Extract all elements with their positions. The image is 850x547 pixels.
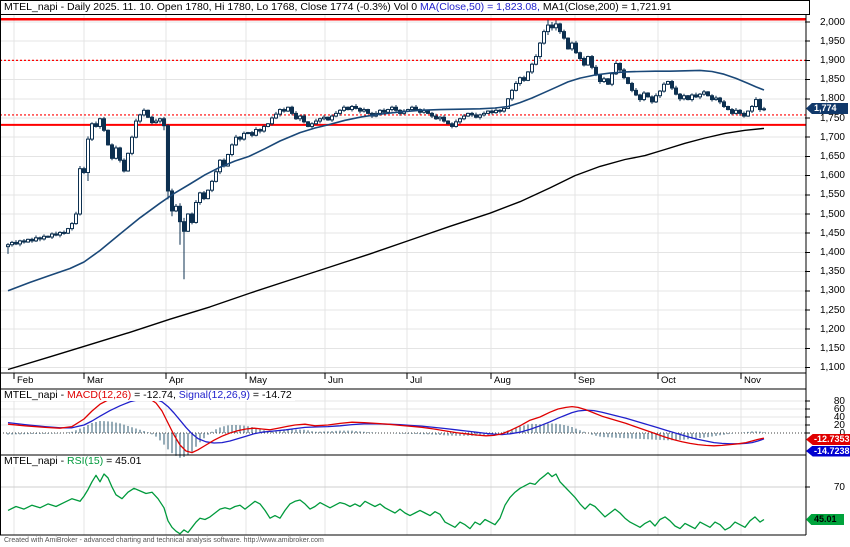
macd-label: MACD(12,26) xyxy=(67,389,132,401)
price-axis-label: 1,300 xyxy=(819,285,845,297)
price-axis-label: 1,350 xyxy=(819,266,845,278)
month-label: Nov xyxy=(744,375,761,386)
title-ma200-text: MA1(Close,200) = 1,721.91 xyxy=(539,1,672,13)
price-axis-label: 1,100 xyxy=(819,362,845,374)
signal-value-tag: -14.7238 xyxy=(806,445,850,457)
rsi-value: = 45.01 xyxy=(103,455,142,467)
month-label: Apr xyxy=(169,375,184,386)
price-panel-title: MTEL_napi - Daily 2025. 11. 10. Open 178… xyxy=(0,0,810,15)
price-axis-label: 1,400 xyxy=(819,246,845,258)
macd-axis-label: 0 xyxy=(839,427,845,439)
price-axis-label: 1,850 xyxy=(819,74,845,86)
price-axis-label: 1,500 xyxy=(819,208,845,220)
price-axis-label: 1,550 xyxy=(819,189,845,201)
month-label: Aug xyxy=(494,375,511,386)
macd-axis-label: 20 xyxy=(833,419,845,431)
signal-value: = -14.72 xyxy=(250,389,292,401)
price-axis-label: 1,750 xyxy=(819,112,845,124)
price-axis-label: 1,600 xyxy=(819,170,845,182)
price-axis-label: 1,650 xyxy=(819,150,845,162)
signal-label: Signal(12,26,9) xyxy=(178,389,251,401)
title-ohlc-text: MTEL_napi - Daily 2025. 11. 10. Open 178… xyxy=(4,1,420,13)
month-label: May xyxy=(249,375,267,386)
month-label: Sep xyxy=(578,375,595,386)
rsi-panel-title: MTEL_napi - RSI(15) = 45.01 xyxy=(1,455,145,467)
price-axis-label: 2,000 xyxy=(819,16,845,28)
rsi-value-tag: 45.01 xyxy=(806,514,844,525)
rsi-axis-label: 70 xyxy=(833,481,845,493)
month-label: Oct xyxy=(661,375,676,386)
price-axis-label: 1,450 xyxy=(819,227,845,239)
macd-axis-label: 60 xyxy=(833,403,845,415)
title-ma50-text: MA(Close,50) = 1,823.08, xyxy=(419,1,540,13)
price-axis-label: 1,150 xyxy=(819,342,845,354)
last-price-tag: 1,774 xyxy=(806,103,848,114)
rsi-label: RSI(15) xyxy=(67,455,104,467)
macd-title-prefix: MTEL_napi - xyxy=(4,389,68,401)
price-axis-label: 1,200 xyxy=(819,323,845,335)
amibroker-footer-text: Created with AmiBroker - advanced charti… xyxy=(4,537,324,544)
month-label: Feb xyxy=(17,375,34,386)
price-axis-label: 1,250 xyxy=(819,304,845,316)
macd-panel-title: MTEL_napi - MACD(12,26) = -12.74, Signal… xyxy=(1,390,295,401)
rsi-title-prefix: MTEL_napi - xyxy=(4,455,68,467)
price-axis-label: 1,700 xyxy=(819,131,845,143)
month-label: Jun xyxy=(328,375,344,386)
price-axis-label: 1,800 xyxy=(819,93,845,105)
month-label: Mar xyxy=(87,375,104,386)
macd-axis-label: 80 xyxy=(833,395,845,407)
macd-axis-label: 40 xyxy=(833,411,845,423)
price-axis-label: 1,900 xyxy=(819,54,845,66)
macd-value-tag: -12.7353 xyxy=(806,434,850,445)
month-label: Jul xyxy=(410,375,423,386)
price-axis-label: 1,950 xyxy=(819,35,845,47)
macd-value: = -12.74, xyxy=(131,389,179,401)
